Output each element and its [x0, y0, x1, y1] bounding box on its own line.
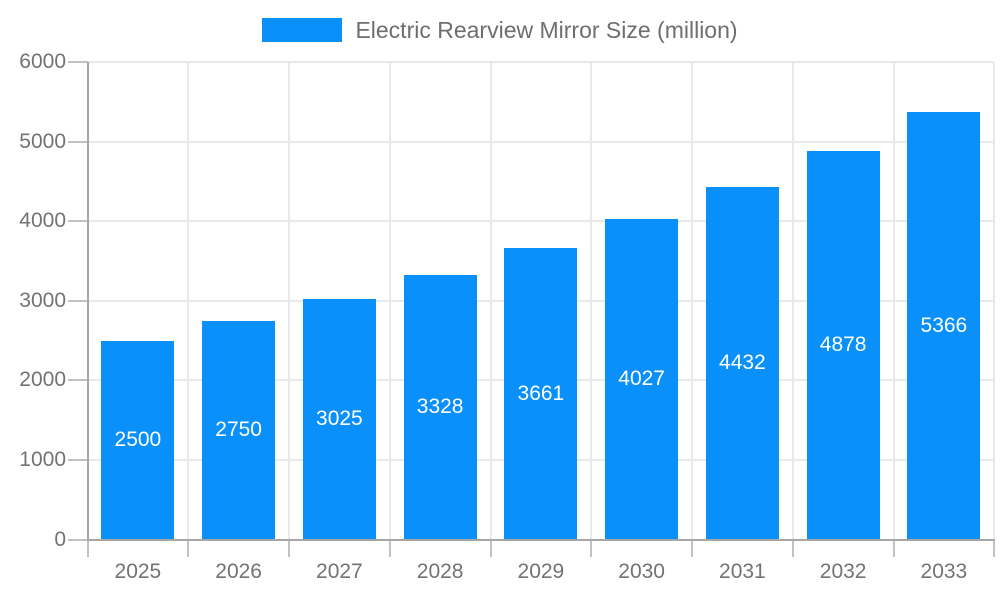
y-axis-tick — [67, 379, 88, 382]
x-axis-line — [86, 538, 996, 541]
x-axis-label: 2033 — [920, 559, 968, 583]
bar-2025[interactable] — [101, 340, 175, 540]
bar-value-label: 3661 — [517, 381, 565, 405]
bar-value-label: 3328 — [416, 395, 464, 419]
y-axis-label: 0 — [54, 527, 66, 551]
x-axis-label: 2027 — [316, 559, 363, 583]
legend-label: Electric Rearview Mirror Size (million) — [355, 16, 738, 43]
v-gridline — [388, 62, 391, 540]
x-axis-tick — [791, 539, 794, 557]
v-gridline — [892, 62, 895, 540]
bar-value-label: 4878 — [819, 333, 867, 357]
x-axis-label: 2025 — [114, 559, 162, 583]
x-axis-tick — [590, 539, 593, 557]
h-gridline — [87, 61, 995, 63]
y-axis-tick — [67, 458, 88, 461]
x-axis-tick — [489, 539, 492, 557]
x-axis-tick — [892, 539, 895, 557]
v-gridline — [489, 62, 492, 540]
x-axis-label: 2030 — [618, 559, 665, 583]
x-axis-tick — [187, 539, 190, 557]
y-axis-label: 6000 — [19, 50, 66, 73]
v-gridline — [791, 62, 794, 540]
bar-value-label: 4432 — [719, 351, 766, 375]
v-gridline — [288, 62, 290, 540]
bar-2027[interactable] — [302, 298, 376, 540]
v-gridline — [590, 62, 593, 540]
bar-2026[interactable] — [202, 320, 276, 540]
x-axis-label: 2029 — [517, 559, 565, 583]
x-axis-tick — [691, 539, 693, 557]
y-axis-tick — [67, 61, 88, 63]
chart-legend[interactable]: Electric Rearview Mirror Size (million) — [0, 16, 1000, 44]
y-axis-label: 4000 — [19, 209, 66, 233]
bar-2032[interactable] — [806, 151, 880, 540]
y-axis-label: 2000 — [19, 368, 66, 392]
legend-swatch — [262, 18, 343, 42]
bar-2030[interactable] — [605, 219, 679, 540]
x-axis-tick — [993, 539, 996, 557]
x-axis-tick — [86, 539, 89, 557]
y-axis-line — [86, 62, 89, 540]
x-axis-label: 2032 — [819, 559, 867, 583]
bar-value-label: 2500 — [114, 428, 162, 452]
x-axis-label: 2026 — [215, 559, 262, 583]
y-axis-label: 5000 — [19, 129, 66, 153]
bar-2031[interactable] — [705, 186, 779, 540]
h-gridline — [87, 140, 995, 143]
x-axis-tick — [388, 539, 391, 557]
bar-value-label: 3025 — [316, 407, 363, 431]
bar-value-label: 5366 — [920, 313, 968, 337]
y-axis-tick — [67, 220, 88, 223]
h-gridline — [87, 220, 995, 223]
y-axis-label: 3000 — [19, 288, 66, 312]
v-gridline — [187, 62, 190, 540]
y-axis-label: 1000 — [19, 447, 66, 471]
y-axis-tick — [67, 538, 88, 541]
bar-2033[interactable] — [907, 112, 981, 540]
bar-value-label: 4027 — [618, 367, 665, 391]
bar-2029[interactable] — [504, 248, 578, 540]
v-gridline — [691, 62, 693, 540]
x-axis-label: 2028 — [416, 559, 464, 583]
x-axis-label: 2031 — [719, 559, 766, 583]
bar-value-label: 2750 — [215, 418, 262, 442]
x-axis-tick — [288, 539, 290, 557]
v-gridline — [993, 62, 996, 540]
bar-2028[interactable] — [403, 274, 477, 540]
y-axis-tick — [67, 299, 88, 302]
y-axis-tick — [67, 140, 88, 143]
